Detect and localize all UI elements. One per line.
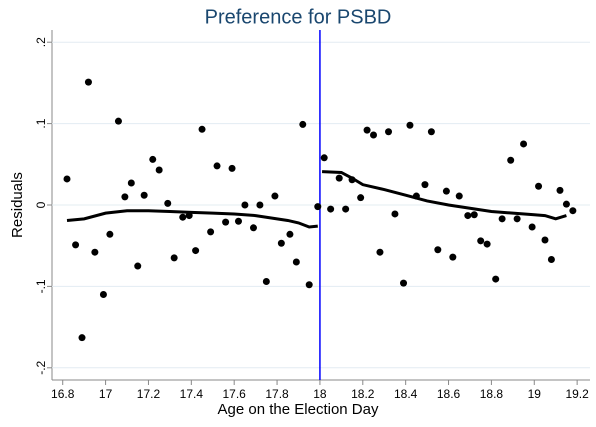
x-tick-label: 19: [528, 387, 542, 401]
point: [277, 239, 285, 247]
point: [342, 205, 350, 213]
point: [357, 194, 365, 202]
point: [376, 248, 384, 256]
point: [149, 155, 157, 163]
point: [528, 223, 536, 231]
y-tick-label: -.1: [34, 279, 48, 293]
point: [299, 120, 307, 128]
point: [262, 278, 270, 286]
x-tick-label: 18.8: [480, 387, 504, 401]
point: [114, 117, 122, 125]
x-tick-label: 17.2: [137, 387, 161, 401]
y-tick-label: 0: [34, 201, 48, 208]
point: [483, 240, 491, 248]
point: [198, 125, 206, 133]
point: [305, 281, 313, 289]
point: [492, 275, 500, 283]
point: [406, 121, 414, 129]
point: [320, 154, 328, 162]
x-tick-label: 17.4: [180, 387, 204, 401]
point: [99, 291, 107, 299]
point: [192, 247, 200, 255]
point: [78, 334, 86, 342]
y-tick-label: -.2: [34, 360, 48, 374]
point: [498, 215, 506, 223]
point: [155, 166, 163, 174]
point: [363, 126, 371, 134]
point: [449, 253, 457, 261]
point: [286, 230, 294, 238]
point: [442, 187, 450, 195]
point: [241, 201, 249, 209]
point: [335, 174, 343, 182]
x-tick-label: 17.6: [223, 387, 247, 401]
point: [292, 258, 300, 266]
x-tick-label: 16.8: [51, 387, 75, 401]
point: [421, 181, 429, 189]
point: [84, 78, 92, 86]
point: [106, 230, 114, 238]
point: [207, 228, 215, 236]
point: [569, 207, 577, 215]
point: [391, 210, 399, 218]
x-tick-label: 18.6: [437, 387, 461, 401]
point: [234, 217, 242, 225]
point: [556, 186, 564, 194]
point: [63, 175, 71, 183]
smooth-line: [66, 209, 318, 229]
point: [249, 224, 257, 232]
point: [72, 241, 80, 249]
point: [164, 199, 172, 207]
x-tick-label: 18.2: [351, 387, 375, 401]
point: [541, 236, 549, 244]
point: [170, 254, 178, 262]
point: [185, 212, 193, 220]
x-tick-label: 18: [313, 387, 327, 401]
point: [464, 212, 472, 220]
point: [547, 256, 555, 264]
smooth-line: [322, 170, 567, 221]
point: [520, 140, 528, 148]
point: [271, 192, 279, 200]
point: [91, 248, 99, 256]
point: [213, 162, 221, 170]
point: [370, 131, 378, 139]
y-tick-label: .1: [34, 118, 48, 128]
y-tick-label: .2: [34, 37, 48, 47]
point: [434, 246, 442, 254]
x-tick-label: 17.8: [265, 387, 289, 401]
point: [256, 201, 264, 209]
point: [507, 156, 515, 164]
point: [427, 128, 435, 136]
x-tick-label: 19.2: [565, 387, 589, 401]
y-axis-label: Residuals: [9, 172, 26, 238]
x-tick-label: 17: [99, 387, 113, 401]
point: [385, 128, 393, 136]
point: [513, 215, 521, 223]
point: [455, 192, 463, 200]
point: [134, 262, 142, 270]
point: [179, 213, 187, 221]
point: [535, 182, 543, 190]
point: [127, 179, 135, 187]
point: [222, 218, 230, 226]
x-axis-label: Age on the Election Day: [218, 401, 379, 418]
chart-title: Preference for PSBD: [205, 6, 392, 28]
point: [314, 203, 322, 211]
point: [140, 191, 148, 199]
point: [327, 205, 335, 213]
point: [477, 237, 485, 245]
point: [562, 200, 570, 208]
point: [470, 211, 478, 219]
point: [121, 193, 129, 201]
point: [400, 279, 408, 287]
x-tick-label: 18.4: [394, 387, 418, 401]
point: [228, 164, 236, 172]
